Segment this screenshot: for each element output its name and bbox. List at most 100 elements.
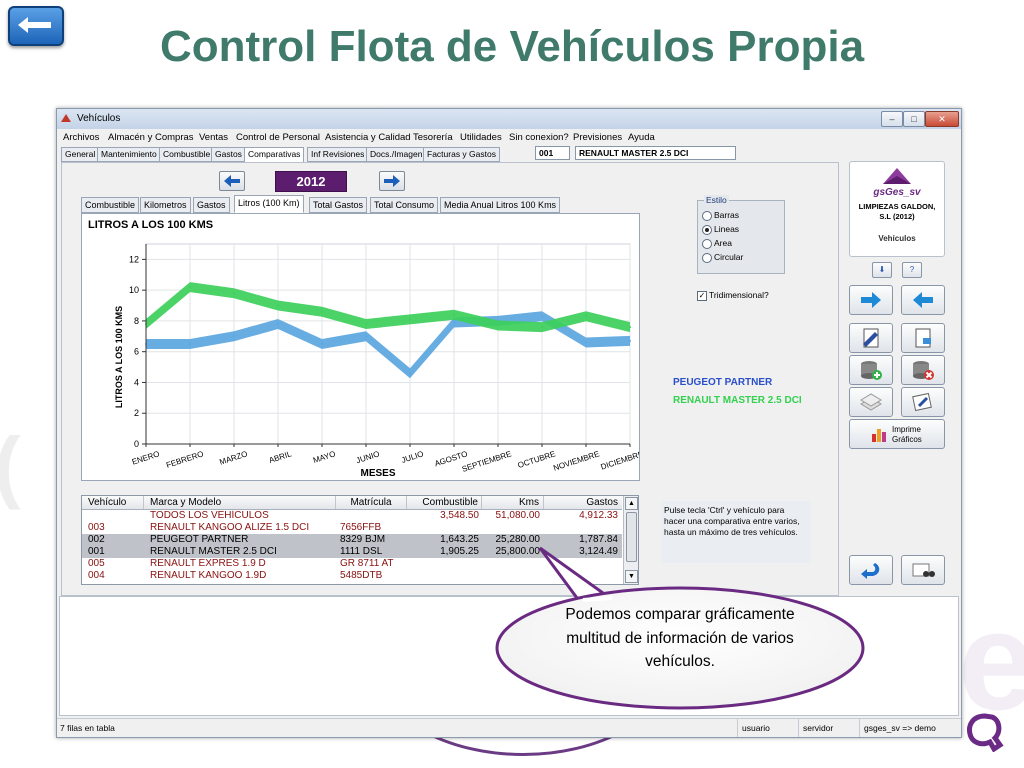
comparison-note: Pulse tecla 'Ctrl' y vehículo para hacer… [661, 501, 811, 563]
table-cell-kms: 51,080.00 [495, 510, 541, 521]
menu-ayuda[interactable]: Ayuda [628, 132, 655, 143]
menu-tesoreria[interactable]: Tesorería [413, 132, 453, 143]
data-point [233, 292, 235, 295]
copy-button[interactable] [849, 387, 893, 417]
print-charts-button[interactable]: Imprime Gráficos [849, 419, 945, 449]
data-point [409, 318, 411, 321]
tools-icon [912, 392, 932, 412]
chart-tab-media-anual[interactable]: Media Anual Litros 100 Kms [440, 197, 561, 213]
radio-barras[interactable] [702, 211, 712, 221]
data-point [497, 324, 499, 327]
new-document-button[interactable] [901, 323, 945, 353]
col-marca[interactable]: Marca y Modelo [144, 496, 336, 509]
scroll-down-icon[interactable]: ▼ [625, 570, 638, 583]
chart-ylabel: LITROS A LOS 100 KMS [114, 306, 124, 408]
logo-name: gsGes_sv [873, 187, 921, 198]
tridimensional-checkbox[interactable]: ✓ [697, 291, 707, 301]
table-row[interactable]: 002 PEUGEOT PARTNER 8329 BJM 1,643.25 25,280… [82, 534, 622, 546]
arrow-left-icon [18, 17, 51, 33]
menu-personal[interactable]: Control de Personal [236, 132, 320, 143]
data-point [629, 326, 631, 329]
scroll-thumb[interactable] [626, 512, 637, 562]
menu-utilidades[interactable]: Utilidades [460, 132, 502, 143]
minimize-button[interactable]: – [881, 111, 903, 127]
undo-arrow-icon [861, 563, 880, 579]
data-point [541, 315, 543, 318]
data-point [321, 310, 323, 313]
delete-record-button[interactable] [901, 355, 945, 385]
undo-button[interactable] [849, 555, 893, 585]
table-row[interactable]: 001 RENAULT MASTER 2.5 DCI 1111 DSL 1,905.2… [82, 546, 622, 558]
tab-docs-imagen[interactable]: Docs./Imagen [366, 147, 427, 162]
menu-archivos[interactable]: Archivos [63, 132, 100, 143]
radio-area[interactable] [702, 239, 712, 249]
col-vehiculo[interactable]: Vehículo [82, 496, 144, 509]
next-year-button[interactable] [379, 171, 405, 191]
chart-tab-litros[interactable]: Litros (100 Km) [234, 195, 304, 213]
vehicle-code-field[interactable]: 001 [535, 146, 570, 160]
chart-tab-combustible[interactable]: Combustible [81, 197, 140, 213]
menu-ventas[interactable]: Ventas [199, 132, 229, 143]
vehicles-table: Vehículo Marca y Modelo Matrícula Combus… [81, 495, 639, 585]
table-cell-matricula: 1111 DSL [340, 546, 383, 557]
data-point [189, 343, 191, 345]
col-gastos[interactable]: Gastos [586, 497, 618, 508]
edit-button[interactable] [849, 323, 893, 353]
style-group: Estilo Barras Lineas Area Circular [697, 195, 785, 274]
chart-xlabel: MESES [360, 468, 395, 479]
col-combustible[interactable]: Combustible [406, 496, 482, 509]
gsges-logo-icon [883, 168, 911, 184]
settings-button[interactable] [901, 387, 945, 417]
data-point [453, 321, 455, 324]
close-button[interactable]: ✕ [925, 111, 959, 127]
data-point [585, 315, 587, 318]
table-cell-combustible: 1,643.25 [440, 534, 479, 545]
menu-almacen[interactable]: Almacén y Compras [108, 132, 194, 143]
table-cell-matricula: 8329 BJM [340, 534, 386, 545]
data-point [365, 323, 367, 325]
table-cell-gastos: 1,787.84 [579, 534, 618, 545]
vehicle-name-field[interactable]: RENAULT MASTER 2.5 DCI [575, 146, 736, 160]
y-tick-label: 6 [134, 347, 139, 357]
help-button[interactable]: ? [902, 262, 922, 278]
tab-facturas-gastos[interactable]: Facturas y Gastos [423, 147, 500, 162]
table-row[interactable]: 004 RENAULT KANGOO 1.9D 5485DTB [82, 570, 622, 582]
table-row[interactable]: TODOS LOS VEHÍCULOS 3,548.50 51,080.00 4,91… [82, 510, 622, 522]
col-matricula[interactable]: Matrícula [336, 496, 407, 509]
chart-tab-total-gastos[interactable]: Total Gastos [309, 197, 368, 213]
radio-lineas[interactable] [702, 225, 712, 235]
callout-text: Podemos comparar gráficamente multitud d… [565, 606, 795, 670]
backward-button[interactable] [901, 285, 945, 315]
forward-button[interactable] [849, 285, 893, 315]
slide-title: Control Flota de Vehículos Propia [159, 22, 865, 71]
arrow-right-icon [384, 175, 400, 187]
maximize-button[interactable]: □ [903, 111, 925, 127]
table-cell-vehiculo: 003 [88, 522, 105, 533]
download-button[interactable]: ⬇ [872, 262, 892, 278]
menu-sin-conexion[interactable]: Sin conexion? [509, 132, 569, 143]
series-ribbon-1 [146, 282, 630, 333]
previous-year-button[interactable] [219, 171, 245, 191]
table-row[interactable]: 005 RENAULT EXPRES 1.9 D GR 8711 AT [82, 558, 622, 570]
add-record-button[interactable] [849, 355, 893, 385]
chart-tab-gastos[interactable]: Gastos [193, 197, 230, 213]
arrow-left-icon [224, 175, 240, 187]
chart-tab-total-consumo[interactable]: Total Consumo [370, 197, 439, 213]
status-user: usuario [737, 719, 798, 737]
menu-asistencia[interactable]: Asistencia y Calidad [325, 132, 411, 143]
chart-tab-kilometros[interactable]: Kilometros [140, 197, 191, 213]
view-button[interactable] [901, 555, 945, 585]
table-header: Vehículo Marca y Modelo Matrícula Combus… [82, 496, 622, 510]
edit-document-icon [863, 328, 879, 348]
table-row[interactable]: 003 RENAULT KANGOO ALIZE 1.5 DCI 7656FFB [82, 522, 622, 534]
status-server: servidor [798, 719, 859, 737]
back-button[interactable] [8, 6, 64, 46]
table-cell-gastos: 3,124.49 [579, 546, 618, 557]
radio-circular[interactable] [702, 253, 712, 263]
data-point [585, 341, 587, 344]
col-kms[interactable]: Kms [482, 496, 544, 509]
scroll-up-icon[interactable]: ▲ [625, 497, 638, 510]
menu-previsiones[interactable]: Previsiones [573, 132, 623, 143]
window-titlebar: Vehículos – □ ✕ [57, 109, 961, 129]
table-scrollbar[interactable]: ▲ ▼ [623, 496, 638, 584]
